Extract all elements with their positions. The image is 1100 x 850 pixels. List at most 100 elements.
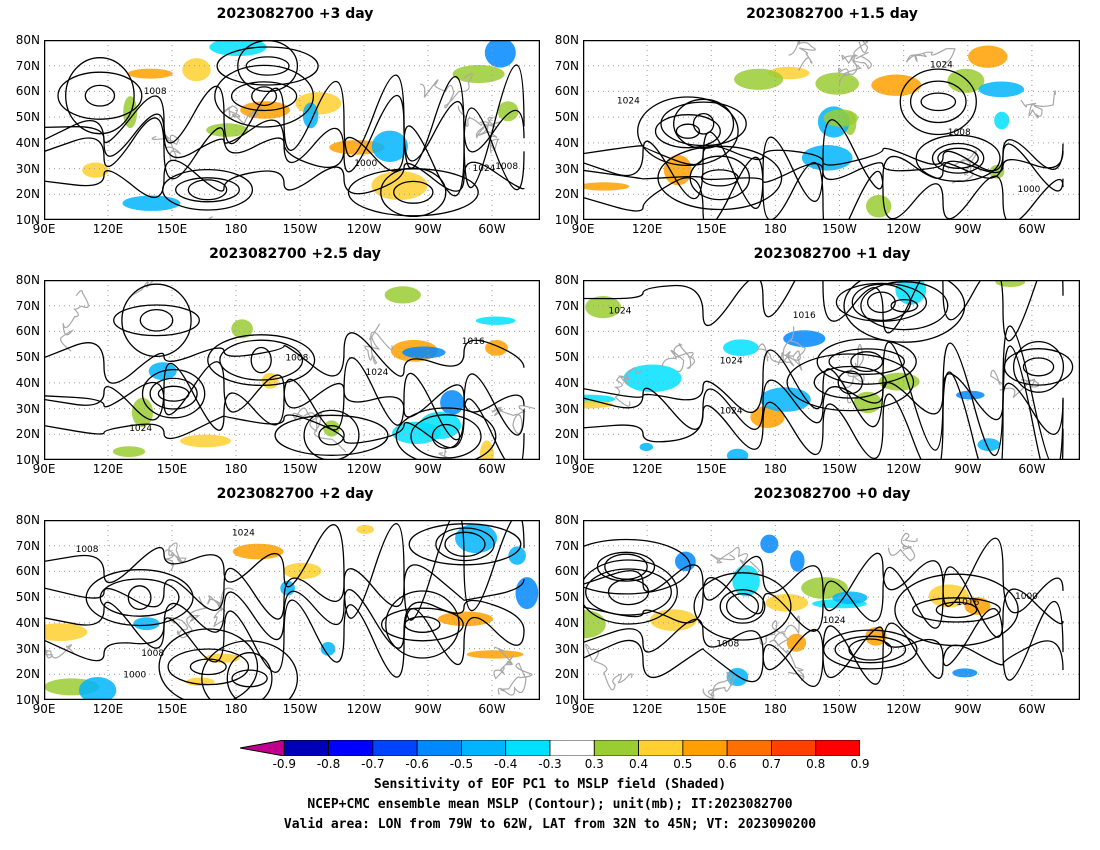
coastline: [168, 596, 208, 639]
mslp-contour: [167, 648, 250, 686]
mslp-contour: [915, 134, 1001, 182]
sensitivity-shade: [583, 400, 614, 409]
lon-tick-label: 150E: [156, 702, 188, 716]
lon-tick-label: 180: [224, 702, 248, 716]
coastline: [905, 48, 956, 64]
mslp-contour: [848, 638, 893, 661]
contour-label: 1024: [609, 306, 632, 316]
map-panel-6: 1016 1008 1024 1000: [583, 520, 1080, 700]
lon-tick-label: 90W: [954, 222, 982, 236]
sensitivity-shade: [302, 102, 319, 129]
contour-label: 1024: [129, 424, 152, 434]
lat-tick-label: 60N: [15, 84, 40, 99]
sensitivity-shade: [723, 339, 759, 356]
mslp-contour: [385, 590, 460, 659]
mslp-isobar: [44, 520, 525, 621]
contour-label: 1008: [76, 545, 99, 555]
coastline: [497, 662, 533, 696]
map-panel-2: 1024 1008 1024 1000: [583, 40, 1080, 220]
sensitivity-shade: [180, 434, 232, 448]
sensitivity-shade: [750, 406, 785, 428]
lon-tick-label: 120W: [886, 702, 922, 716]
sensitivity-shade: [455, 523, 498, 554]
mslp-contour: [435, 527, 495, 562]
sensitivity-shade: [823, 109, 858, 127]
colorbar-segment: [726, 740, 772, 756]
lon-tick-label: 90W: [414, 462, 442, 476]
lon-tick-label: 90E: [571, 222, 595, 236]
lat-tick-label: 40N: [554, 135, 579, 150]
mslp-contour: [1022, 357, 1055, 377]
lon-tick-label: 180: [763, 702, 787, 716]
lat-tick-label: 40N: [554, 375, 579, 390]
coastline: [990, 369, 1040, 399]
contour-label: 1008: [948, 128, 971, 138]
coastline: [493, 646, 514, 680]
sensitivity-shade: [371, 171, 428, 200]
sensitivity-shade: [133, 617, 160, 631]
coastline: [419, 73, 473, 109]
sensitivity-shade: [232, 543, 284, 560]
colorbar-segment: [638, 740, 684, 756]
mslp-contour: [175, 177, 240, 203]
colorbar-segment: [372, 740, 418, 756]
mslp-isobar: [583, 601, 1064, 681]
sensitivity-shade: [82, 162, 109, 178]
lon-tick-label: 150E: [696, 702, 727, 716]
lat-tick-label: 80N: [15, 273, 40, 287]
mslp-isobar: [583, 566, 1064, 638]
lat-tick-label: 70N: [554, 298, 579, 313]
contour-label: 1008: [141, 649, 164, 659]
sensitivity-shade: [639, 442, 653, 452]
contour-label: 1024: [823, 616, 846, 626]
mslp-contour: [230, 81, 298, 112]
sensitivity-shade: [44, 623, 88, 641]
coastline: [129, 280, 155, 298]
mslp-contour: [860, 281, 949, 331]
lon-tick-label: 90E: [571, 702, 595, 716]
map-svg: 1024 1024 1024 1016: [583, 280, 1080, 460]
mslp-contour: [158, 628, 259, 700]
sensitivity-shade: [466, 650, 524, 659]
colorbar-segment: [771, 740, 817, 756]
lat-tick-label: 70N: [554, 58, 579, 73]
sensitivity-shade: [866, 194, 892, 218]
mslp-contour: [141, 368, 206, 419]
colorbar-segment: [283, 740, 329, 756]
mslp-contour: [149, 377, 198, 410]
mslp-contour: [431, 423, 461, 449]
lat-tick-label: 70N: [15, 58, 40, 73]
mslp-contour: [207, 334, 316, 387]
lon-tick-label: 60W: [478, 222, 506, 236]
lat-tick-label: 40N: [15, 615, 40, 630]
map-svg: 1016 1008 1024 1000: [583, 520, 1080, 700]
lon-tick-label: 90E: [571, 462, 595, 476]
mslp-isobar: [44, 107, 525, 197]
contour-label: 1024: [720, 356, 743, 366]
mslp-contour: [693, 572, 792, 641]
coastline: [759, 620, 790, 647]
sensitivity-shade: [484, 40, 516, 68]
contour-label: 1024: [720, 407, 743, 417]
map-frame: [583, 520, 1080, 700]
mslp-contour: [226, 652, 273, 700]
lon-tick-label: 150E: [696, 222, 727, 236]
sensitivity-shade: [112, 446, 146, 457]
lon-tick-label: 60W: [478, 702, 506, 716]
map-frame: [44, 280, 540, 460]
lat-tick-label: 50N: [15, 350, 40, 365]
colorbar-tick-label: 0.4: [629, 757, 649, 771]
mslp-contour: [139, 308, 174, 332]
lat-tick-label: 50N: [15, 590, 40, 605]
panel-title-3: 2023082700 +2.5 day: [209, 246, 381, 262]
mslp-isobar: [44, 564, 525, 620]
mslp-contour: [121, 283, 192, 358]
lon-tick-label: 120W: [346, 702, 382, 716]
lat-tick-label: 20N: [554, 187, 579, 202]
contour-label: 1016: [793, 311, 816, 321]
lat-tick-label: 10N: [15, 453, 40, 467]
mslp-isobar: [583, 537, 1064, 614]
lon-tick-label: 120E: [92, 462, 124, 476]
lat-tick-label: 70N: [15, 298, 40, 313]
